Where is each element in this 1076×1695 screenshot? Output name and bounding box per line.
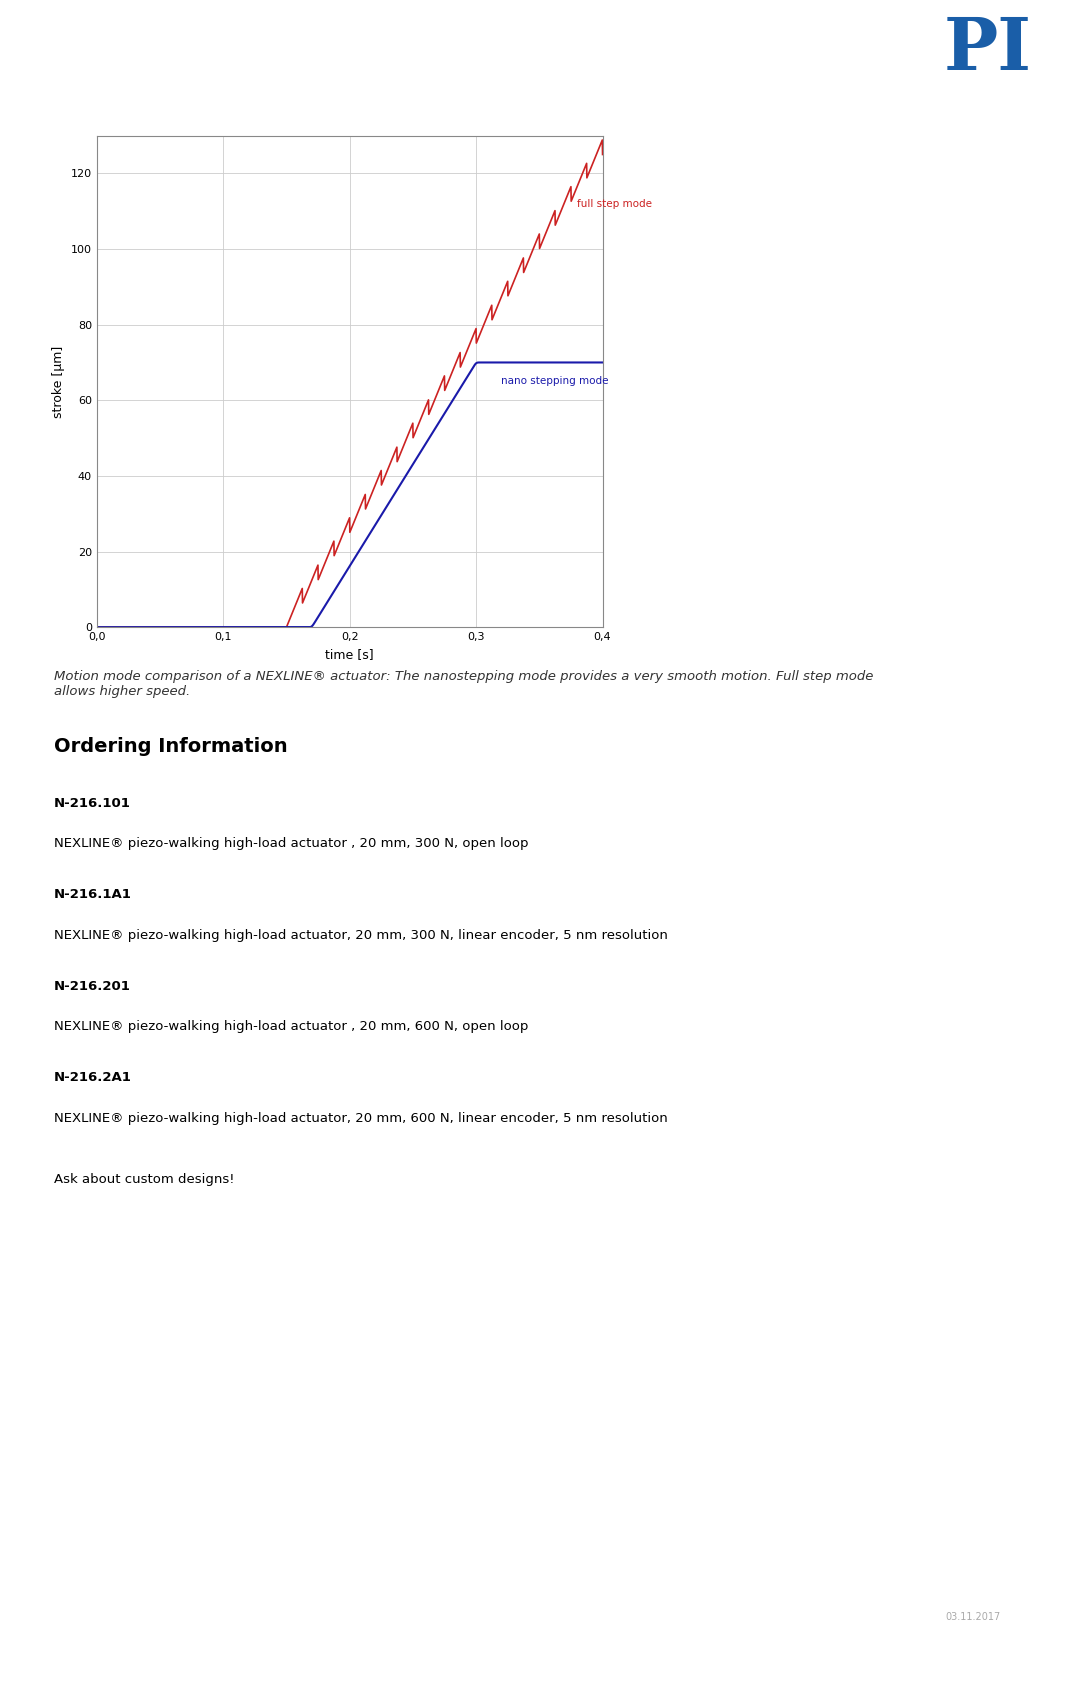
Text: PI: PI xyxy=(944,14,1032,85)
Text: N-216.201: N-216.201 xyxy=(54,980,130,993)
Y-axis label: stroke [μm]: stroke [μm] xyxy=(53,346,66,417)
Text: WWW.PI.WS: WWW.PI.WS xyxy=(497,1656,579,1670)
Text: N-216.1A1: N-216.1A1 xyxy=(54,888,131,902)
Text: NEXLINE® piezo-walking high-load actuator , 20 mm, 300 N, open loop: NEXLINE® piezo-walking high-load actuato… xyxy=(54,837,528,851)
Text: 03.11.2017: 03.11.2017 xyxy=(946,1612,1001,1622)
Text: NEXLINE® piezo-walking high-load actuator, 20 mm, 300 N, linear encoder, 5 nm re: NEXLINE® piezo-walking high-load actuato… xyxy=(54,929,668,942)
Text: full step mode: full step mode xyxy=(577,198,652,208)
X-axis label: time [s]: time [s] xyxy=(325,647,374,661)
Text: N-216.101: N-216.101 xyxy=(54,797,130,810)
Text: Motion mode comparison of a NEXLINE® actuator: The nanostepping mode provides a : Motion mode comparison of a NEXLINE® act… xyxy=(54,670,874,698)
Text: Ask about custom designs!: Ask about custom designs! xyxy=(54,1173,235,1186)
Text: Ordering Information: Ordering Information xyxy=(54,737,287,756)
Text: NEXLINE® piezo-walking high-load actuator, 20 mm, 600 N, linear encoder, 5 nm re: NEXLINE® piezo-walking high-load actuato… xyxy=(54,1112,667,1125)
Text: N-216.2A1: N-216.2A1 xyxy=(54,1071,131,1085)
Text: NEXLINE® piezo-walking high-load actuator , 20 mm, 600 N, open loop: NEXLINE® piezo-walking high-load actuato… xyxy=(54,1020,528,1034)
Text: nano stepping mode: nano stepping mode xyxy=(501,376,609,386)
